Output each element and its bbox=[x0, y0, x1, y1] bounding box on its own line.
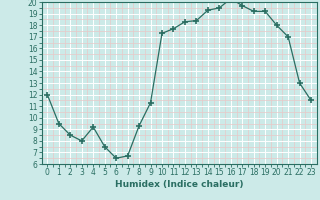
X-axis label: Humidex (Indice chaleur): Humidex (Indice chaleur) bbox=[115, 180, 244, 189]
